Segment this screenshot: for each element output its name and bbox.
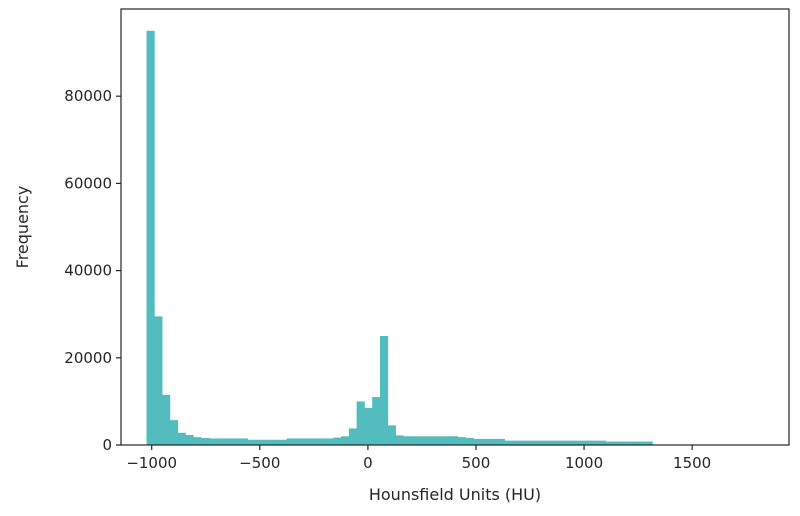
histogram-bar <box>216 438 225 445</box>
histogram-bar <box>590 440 599 445</box>
histogram-bar <box>372 397 381 445</box>
histogram-bar <box>457 437 466 445</box>
histogram-bar <box>333 437 342 445</box>
histogram-bar <box>348 428 358 445</box>
y-tick-label: 40000 <box>64 262 112 280</box>
histogram-bar <box>621 441 630 445</box>
histogram-bar <box>263 439 272 445</box>
histogram-bar <box>403 436 412 445</box>
histogram-bar <box>465 438 474 445</box>
histogram-bar <box>364 407 373 445</box>
histogram-bar <box>271 439 280 445</box>
histogram-bar <box>434 436 443 445</box>
histogram-bar <box>520 440 529 445</box>
histogram-bar <box>574 440 583 445</box>
histogram-bar <box>309 438 319 445</box>
histogram-bar <box>629 441 638 445</box>
y-tick-label: 60000 <box>64 174 112 192</box>
y-tick-label: 0 <box>102 436 112 454</box>
y-axis-label: Frequency <box>13 186 32 269</box>
histogram-bar <box>317 438 326 445</box>
x-tick-label: 0 <box>363 454 373 472</box>
x-tick-label: 1500 <box>673 454 711 472</box>
histogram-bar <box>535 440 544 445</box>
histogram-bar <box>162 394 171 445</box>
histogram-bar <box>582 440 591 445</box>
histogram-bar <box>387 425 396 445</box>
histogram-bar <box>232 438 241 445</box>
histogram-bar <box>154 316 163 445</box>
histogram-bar <box>325 438 334 445</box>
x-axis-ticks: −1000 −500 0 500 1000 1500 <box>126 445 711 472</box>
histogram-bar <box>488 438 498 445</box>
histogram-bar <box>200 438 210 445</box>
x-axis-label: Hounsfield Units (HU) <box>369 485 541 504</box>
histogram-bar <box>512 440 521 445</box>
x-tick-label: 500 <box>462 454 491 472</box>
histogram-bar <box>239 438 249 445</box>
histogram-bar <box>504 440 513 445</box>
histogram-bar <box>255 439 264 445</box>
histogram-bar <box>169 420 179 445</box>
histogram-bar <box>302 438 311 445</box>
x-tick-label: −500 <box>239 454 280 472</box>
histogram-bar <box>224 438 233 445</box>
histogram-bar <box>496 438 505 445</box>
histogram-bar <box>613 441 622 445</box>
histogram-bar <box>247 439 256 445</box>
y-tick-label: 20000 <box>64 349 112 367</box>
histogram-bar <box>395 435 404 445</box>
histogram-bar <box>146 30 155 446</box>
histogram-bar <box>481 438 490 445</box>
histogram-bar <box>473 438 482 445</box>
x-tick-label: 1000 <box>565 454 603 472</box>
x-tick-label: −1000 <box>126 454 177 472</box>
histogram-bar <box>411 436 420 445</box>
histogram-bar <box>379 336 389 445</box>
y-tick-label: 80000 <box>64 87 112 105</box>
histogram-bar <box>278 439 287 445</box>
histogram-bar <box>543 440 552 445</box>
histogram-bar <box>442 436 451 445</box>
histogram-bar <box>294 438 303 445</box>
histogram-bar <box>551 440 560 445</box>
histogram-bar <box>208 438 217 445</box>
histogram-bar <box>558 440 568 445</box>
histogram-bar <box>636 441 645 445</box>
histogram-bar <box>356 401 365 445</box>
histogram-bars <box>146 30 653 446</box>
histogram-bar <box>193 437 202 445</box>
histogram-bar <box>418 436 428 445</box>
y-axis-ticks: 0 20000 40000 60000 80000 <box>64 87 121 454</box>
histogram-bar <box>644 441 653 445</box>
histogram-bar <box>426 436 435 445</box>
plot-frame <box>120 8 790 446</box>
histogram-bar <box>286 438 295 445</box>
histogram-bar <box>527 440 537 445</box>
histogram-bar <box>566 440 575 445</box>
histogram-bar <box>177 432 186 445</box>
histogram-bar <box>450 436 459 445</box>
histogram-bar <box>605 441 614 445</box>
histogram-bar <box>597 440 607 445</box>
histogram-bar <box>341 436 350 445</box>
histogram-bar <box>185 434 194 445</box>
